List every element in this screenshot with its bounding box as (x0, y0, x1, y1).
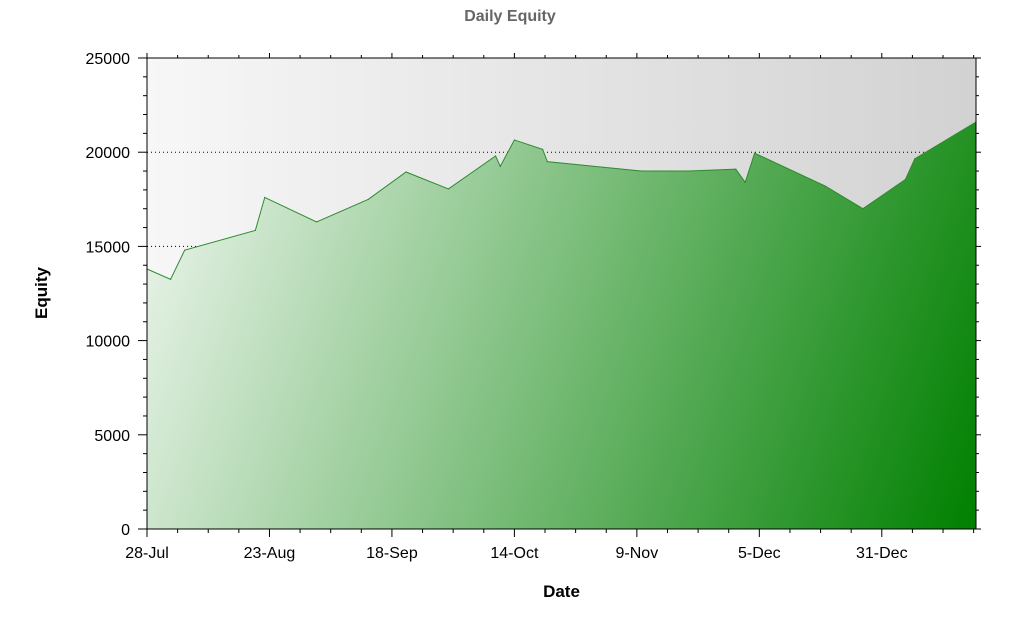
y-tick-label: 5000 (94, 428, 130, 445)
equity-point (254, 229, 256, 231)
equity-point (315, 221, 318, 223)
y-tick-label: 25000 (86, 51, 131, 68)
equity-point (184, 249, 186, 251)
equity-point (447, 188, 450, 190)
x-tick-label: 18-Sep (366, 545, 418, 562)
equity-point (914, 158, 916, 160)
equity-area (147, 122, 976, 529)
x-tick-label: 31-Dec (856, 545, 908, 562)
equity-point (862, 208, 864, 210)
equity-point (754, 152, 756, 154)
equity-point (546, 161, 548, 163)
equity-point (169, 278, 172, 280)
equity-point (640, 170, 643, 172)
x-tick-label: 9-Nov (616, 545, 659, 562)
y-tick-label: 20000 (86, 145, 131, 162)
x-tick-label: 23-Aug (244, 545, 296, 562)
x-tick-label: 5-Dec (738, 545, 781, 562)
equity-point (513, 139, 515, 141)
y-tick-label: 10000 (86, 334, 131, 351)
equity-point (688, 170, 690, 172)
equity-point (904, 178, 906, 181)
equity-point (824, 185, 826, 187)
x-tick-label: 14-Oct (490, 545, 539, 562)
y-tick-label: 0 (121, 522, 130, 539)
equity-point (405, 171, 407, 173)
plot-frame (146, 57, 977, 530)
chart-title: Daily Equity (464, 8, 556, 25)
equity-point (367, 198, 369, 200)
equity-point (494, 155, 497, 157)
equity-point (744, 181, 746, 183)
equity-point (735, 168, 737, 170)
y-axis-title: Equity (32, 266, 51, 318)
equity-point (264, 196, 266, 199)
equity-line (146, 121, 977, 281)
equity-point (542, 148, 544, 150)
y-tick-label: 15000 (86, 239, 131, 256)
x-axis-title: Date (543, 582, 580, 601)
x-tick-label: 28-Jul (125, 545, 169, 562)
equity-point (499, 165, 501, 167)
